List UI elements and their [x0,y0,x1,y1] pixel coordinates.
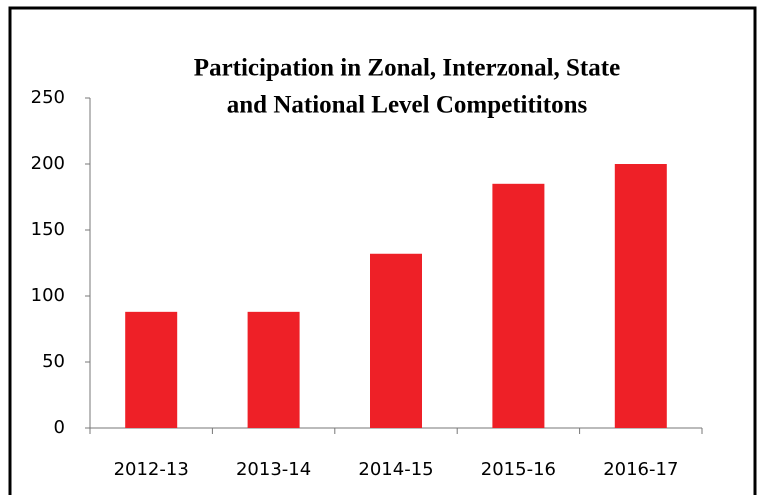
y-tick-label: 150 [31,219,65,240]
bar [247,311,300,428]
x-tick-label: 2012-13 [114,459,189,480]
chart-title: Participation in Zonal, Interzonal, Stat… [194,55,620,82]
bar [492,183,545,428]
bar [125,311,178,428]
y-tick-label: 100 [31,285,65,306]
y-tick-label: 250 [31,87,65,108]
x-tick-label: 2014-15 [358,459,433,480]
chart-title: and National Level Competititons [227,92,588,119]
x-tick-label: 2013-14 [236,459,311,480]
y-tick-label: 0 [54,417,65,438]
y-tick-label: 200 [31,153,65,174]
bar [614,164,667,428]
bar [370,253,422,428]
y-tick-label: 50 [42,351,65,372]
frame [8,6,757,495]
x-tick-label: 2015-16 [481,459,556,480]
x-tick-label: 2016-17 [603,459,678,480]
